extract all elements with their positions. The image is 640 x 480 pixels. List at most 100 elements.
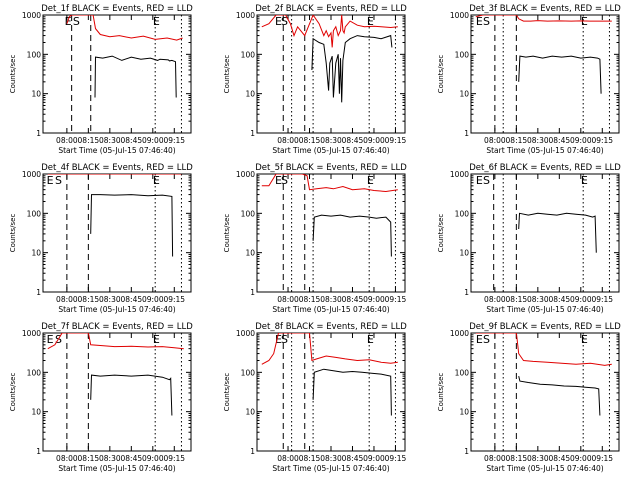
series-line-black bbox=[311, 34, 393, 103]
x-axis-label: Start Time (05-Jul-15 07:46:40) bbox=[272, 146, 389, 155]
y-tick-label: 100 bbox=[241, 50, 256, 59]
panel-det-7: Det_7f BLACK = Events, RED = LLD 1 10 100 10… bbox=[9, 322, 193, 473]
x-tick-label: 08:00 bbox=[277, 454, 299, 463]
y-tick-label: 1000 bbox=[450, 11, 469, 20]
time-marker-label: E bbox=[476, 15, 483, 28]
y-tick-label: 100 bbox=[455, 50, 470, 59]
y-tick-label: 1 bbox=[250, 129, 255, 138]
series-line-black bbox=[518, 375, 601, 416]
x-tick-label: 08:15 bbox=[78, 295, 100, 304]
x-tick-label: 08:30 bbox=[99, 454, 121, 463]
x-tick-label: 08:15 bbox=[299, 295, 321, 304]
series-line-red bbox=[475, 333, 612, 366]
x-tick-label: 08:15 bbox=[299, 454, 321, 463]
y-tick-label: 1 bbox=[250, 288, 255, 297]
y-tick-label: 1 bbox=[36, 129, 41, 138]
x-tick-label: 09:00 bbox=[363, 136, 385, 145]
time-marker-label: E bbox=[47, 333, 54, 346]
x-tick-label: 08:45 bbox=[121, 454, 143, 463]
panel-title: Det_3f BLACK = Events, RED = LLD bbox=[469, 4, 621, 14]
panel-det-3: Det_3f BLACK = Events, RED = LLD 1 10 100 10… bbox=[437, 4, 621, 155]
time-marker-label: S bbox=[483, 174, 490, 187]
x-tick-label: 09:15 bbox=[385, 136, 407, 145]
time-marker-label: S bbox=[483, 15, 490, 28]
series-line-black bbox=[312, 368, 392, 416]
series-line-red bbox=[475, 15, 612, 22]
y-tick-label: 10 bbox=[245, 249, 255, 258]
y-tick-label: 10 bbox=[31, 408, 41, 417]
panel-det-4: Det_4f BLACK = Events, RED = LLD 1 10 100 10… bbox=[9, 163, 193, 314]
time-marker-label: E bbox=[275, 174, 282, 187]
time-marker-label: S bbox=[281, 333, 288, 346]
x-tick-label: 08:30 bbox=[527, 295, 549, 304]
panel-title: Det_9f BLACK = Events, RED = LLD bbox=[469, 322, 621, 332]
panel-det-8: Det_8f BLACK = Events, RED = LLD 1 10 100 10… bbox=[223, 322, 407, 473]
x-tick-label: 08:15 bbox=[299, 136, 321, 145]
y-axis-label: Counts/sec bbox=[9, 214, 17, 253]
x-tick-label: 08:45 bbox=[549, 136, 571, 145]
x-axis-label: Start Time (05-Jul-15 07:46:40) bbox=[272, 305, 389, 314]
x-tick-label: 08:00 bbox=[484, 295, 506, 304]
series-group bbox=[47, 333, 184, 416]
x-axis-label: Start Time (05-Jul-15 07:46:40) bbox=[486, 146, 603, 155]
plot-frame bbox=[470, 14, 620, 134]
x-tick-label: 09:00 bbox=[142, 454, 164, 463]
x-tick-label: 08:30 bbox=[99, 136, 121, 145]
plot-frame bbox=[256, 332, 406, 452]
y-axis-label: Counts/sec bbox=[223, 373, 231, 412]
x-axis-label: Start Time (05-Jul-15 07:46:40) bbox=[58, 305, 175, 314]
x-tick-label: 08:45 bbox=[121, 136, 143, 145]
y-tick-label: 1000 bbox=[22, 170, 41, 179]
series-group bbox=[261, 15, 398, 103]
x-tick-label: 08:45 bbox=[342, 295, 364, 304]
y-tick-label: 100 bbox=[27, 209, 42, 218]
x-tick-label: 09:15 bbox=[591, 136, 613, 145]
y-tick-label: 10 bbox=[245, 408, 255, 417]
x-tick-label: 08:30 bbox=[320, 295, 342, 304]
panel-title: Det_6f BLACK = Events, RED = LLD bbox=[469, 163, 621, 173]
x-axis-label: Start Time (05-Jul-15 07:46:40) bbox=[58, 464, 175, 473]
panel-det-5: Det_5f BLACK = Events, RED = LLD 1 10 100 10… bbox=[223, 163, 407, 314]
panel-title: Det_8f BLACK = Events, RED = LLD bbox=[255, 322, 407, 332]
x-tick-label: 08:30 bbox=[527, 136, 549, 145]
y-tick-label: 10 bbox=[31, 90, 41, 99]
x-tick-label: 08:00 bbox=[56, 295, 78, 304]
y-tick-label: 1000 bbox=[22, 329, 41, 338]
time-marker-label: S bbox=[281, 15, 288, 28]
panel-title: Det_4f BLACK = Events, RED = LLD bbox=[41, 163, 193, 173]
y-tick-label: 10 bbox=[459, 249, 469, 258]
x-tick-label: 08:00 bbox=[277, 295, 299, 304]
panel-title: Det_2f BLACK = Events, RED = LLD bbox=[255, 4, 407, 14]
plot-frame bbox=[470, 332, 620, 452]
time-marker-label: E bbox=[581, 174, 588, 187]
series-line-black bbox=[518, 55, 602, 94]
series-line-red bbox=[66, 15, 183, 41]
time-marker-label: S bbox=[55, 174, 62, 187]
x-tick-label: 08:45 bbox=[121, 295, 143, 304]
time-marker-label: E bbox=[476, 174, 483, 187]
y-tick-label: 100 bbox=[455, 368, 470, 377]
panel-title: Det_5f BLACK = Events, RED = LLD bbox=[255, 163, 407, 173]
x-tick-label: 08:15 bbox=[506, 295, 528, 304]
series-line-red bbox=[261, 15, 398, 48]
y-tick-label: 1 bbox=[36, 447, 41, 456]
time-marker-label: S bbox=[281, 174, 288, 187]
x-tick-label: 09:00 bbox=[142, 136, 164, 145]
series-group bbox=[261, 333, 398, 416]
x-tick-label: 09:15 bbox=[385, 295, 407, 304]
x-tick-label: 09:00 bbox=[570, 454, 592, 463]
series-line-black bbox=[90, 194, 174, 257]
x-tick-label: 08:45 bbox=[342, 454, 364, 463]
time-marker-label: E bbox=[581, 15, 588, 28]
x-tick-label: 09:15 bbox=[591, 295, 613, 304]
series-line-red bbox=[261, 174, 398, 193]
x-tick-label: 08:30 bbox=[99, 295, 121, 304]
x-tick-label: 08:00 bbox=[56, 454, 78, 463]
x-axis-label: Start Time (05-Jul-15 07:46:40) bbox=[272, 464, 389, 473]
y-axis-label: Counts/sec bbox=[437, 214, 445, 253]
x-tick-label: 08:15 bbox=[506, 454, 528, 463]
y-tick-label: 1000 bbox=[236, 11, 255, 20]
plot-frame bbox=[42, 332, 192, 452]
x-axis-label: Start Time (05-Jul-15 07:46:40) bbox=[486, 464, 603, 473]
